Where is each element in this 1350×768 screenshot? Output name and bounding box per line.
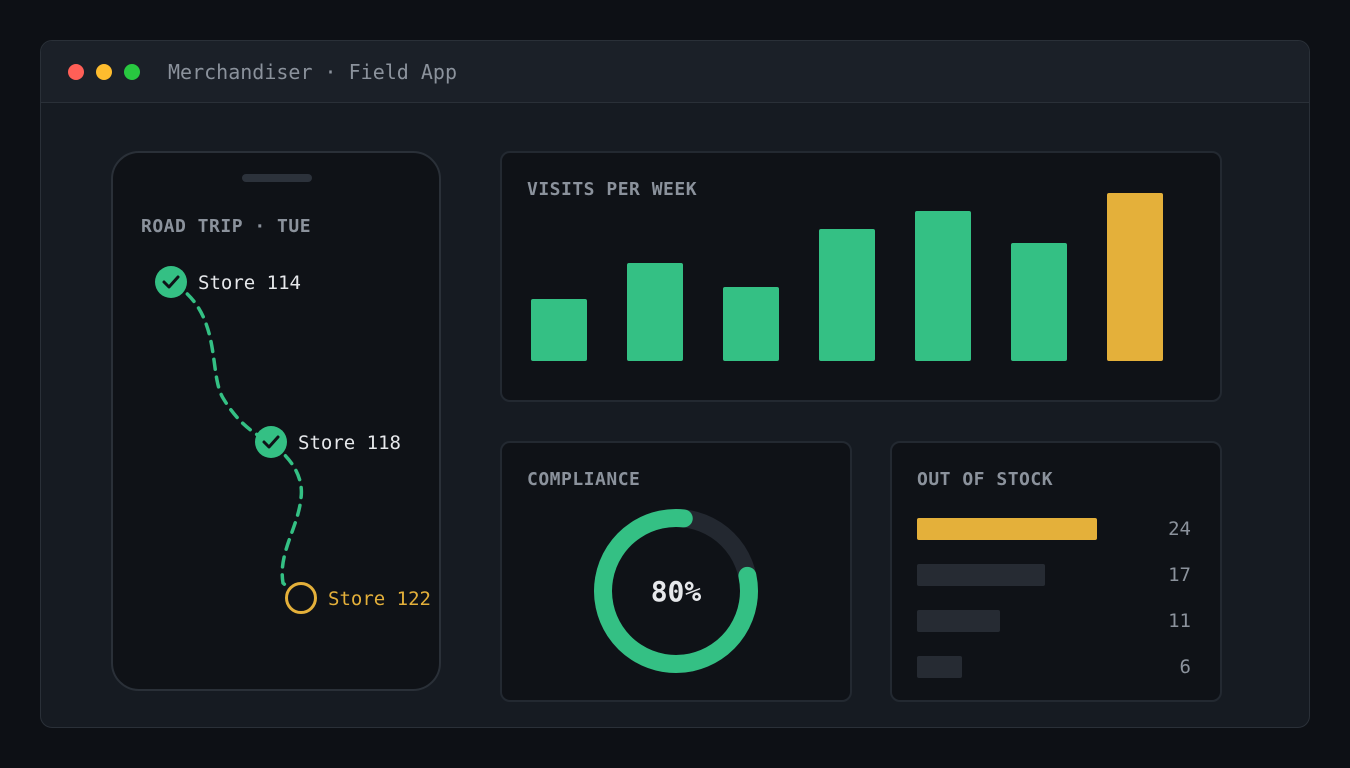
out-of-stock-value: 24 <box>1168 518 1191 540</box>
visits-bar <box>915 211 971 361</box>
visits-bar <box>627 263 683 361</box>
out-of-stock-title: OUT OF STOCK <box>917 469 1054 490</box>
app-window: Merchandiser · Field App ROAD TRIP · TUE… <box>40 40 1310 728</box>
out-of-stock-bar <box>917 656 962 678</box>
out-of-stock-bar <box>917 518 1097 540</box>
phone-notch <box>242 174 312 182</box>
maximize-window-button[interactable] <box>124 64 140 80</box>
route-map: Store 114 Store 118 Store 122 <box>155 266 431 614</box>
stop-label: Store 122 <box>328 588 431 610</box>
compliance-value: 80% <box>651 575 702 608</box>
out-of-stock-value: 17 <box>1168 564 1191 586</box>
stop-marker-store-118[interactable] <box>255 426 287 458</box>
compliance-donut: 80% <box>594 509 758 673</box>
close-window-button[interactable] <box>68 64 84 80</box>
visits-bar <box>531 299 587 361</box>
visits-bar <box>723 287 779 361</box>
out-of-stock-bar <box>917 564 1045 586</box>
window-title: Merchandiser · Field App <box>168 60 457 84</box>
phone-frame: ROAD TRIP · TUE Store 114 Store 118 Stor… <box>111 151 441 691</box>
check-icon <box>262 435 280 449</box>
stop-marker-store-122[interactable] <box>285 582 317 614</box>
visits-bar <box>1011 243 1067 361</box>
out-of-stock-card: OUT OF STOCK 24 17 11 6 <box>890 441 1222 702</box>
visits-bar-chart <box>531 193 1163 361</box>
compliance-card: COMPLIANCE 80% <box>500 441 852 702</box>
out-of-stock-bar <box>917 610 1000 632</box>
out-of-stock-value: 11 <box>1168 610 1191 632</box>
out-of-stock-value: 6 <box>1179 656 1191 678</box>
stop-label: Store 114 <box>198 272 301 294</box>
stop-label: Store 118 <box>298 432 401 454</box>
minimize-window-button[interactable] <box>96 64 112 80</box>
compliance-title: COMPLIANCE <box>527 469 641 490</box>
visits-title: VISITS PER WEEK <box>527 179 698 200</box>
visits-card: VISITS PER WEEK <box>500 151 1222 402</box>
check-icon <box>162 275 180 289</box>
donut-progress <box>594 509 758 673</box>
circle-icon <box>285 582 317 614</box>
visits-bar <box>819 229 875 361</box>
stop-marker-store-114[interactable] <box>155 266 187 298</box>
title-bar: Merchandiser · Field App <box>41 41 1309 103</box>
visits-bar <box>1107 193 1163 361</box>
road-trip-title: ROAD TRIP · TUE <box>141 216 312 237</box>
